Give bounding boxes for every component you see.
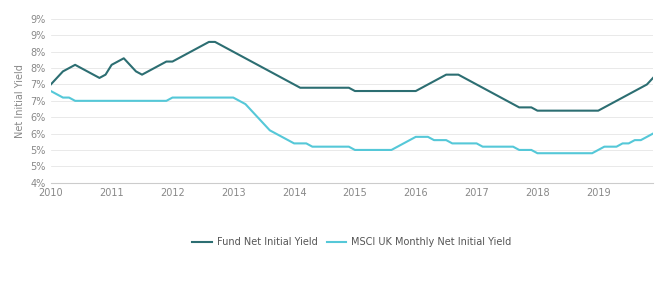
Legend: Fund Net Initial Yield, MSCI UK Monthly Net Initial Yield: Fund Net Initial Yield, MSCI UK Monthly …	[188, 233, 516, 251]
Y-axis label: Net Initial Yield: Net Initial Yield	[15, 64, 25, 138]
